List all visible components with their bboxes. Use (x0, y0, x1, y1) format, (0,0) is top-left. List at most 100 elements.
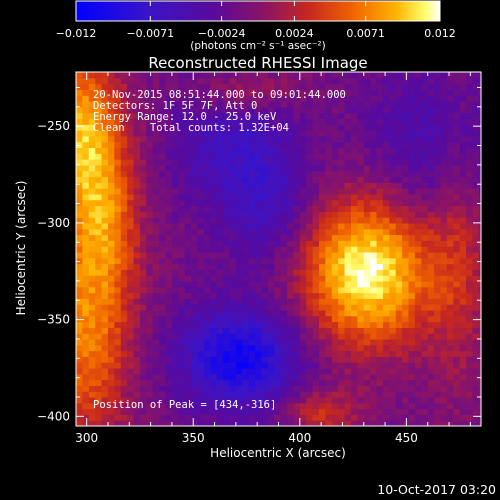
heatmap-cell (478, 344, 481, 352)
heatmap-cell (363, 77, 371, 85)
heatmap-cell (382, 159, 390, 166)
heatmap-cell (146, 141, 154, 149)
heatmap-cell (363, 356, 371, 363)
heatmap-cell (95, 280, 103, 288)
heatmap-cell (267, 153, 275, 160)
heatmap-cell (395, 101, 403, 108)
heatmap-cell (440, 130, 448, 137)
heatmap-cell (421, 240, 429, 247)
heatmap-cell (133, 315, 141, 323)
heatmap-cell (389, 356, 397, 363)
heatmap-cell (466, 176, 474, 183)
heatmap-cell (293, 95, 301, 102)
heatmap-cell (350, 362, 358, 369)
heatmap-cell (357, 275, 365, 282)
axes: 300 350 400 450−250−300−350−400 (37, 72, 481, 445)
heatmap-cell (344, 251, 352, 259)
heatmap-cell (478, 159, 481, 166)
heatmap-cell (152, 304, 160, 311)
heatmap-cell (421, 280, 429, 288)
heatmap-cell (363, 362, 371, 369)
heatmap-cell (76, 385, 83, 392)
heatmap-cell (76, 373, 83, 381)
heatmap-cell (88, 367, 96, 375)
heatmap-cell (210, 269, 218, 276)
heatmap-cell (370, 95, 378, 102)
heatmap-cell (453, 130, 461, 137)
heatmap-cell (95, 164, 103, 172)
heatmap-cell (159, 292, 167, 299)
heatmap-cell (350, 170, 358, 178)
heatmap-cell (152, 280, 160, 288)
heatmap-cell (127, 420, 135, 426)
heatmap-cell (376, 408, 384, 415)
heatmap-cell (344, 130, 352, 137)
heatmap-cell (101, 362, 109, 369)
heatmap-cell (216, 159, 224, 166)
heatmap-cell (88, 350, 96, 357)
heatmap-cell (114, 240, 122, 247)
heatmap-cell (178, 385, 186, 392)
heatmap-cell (299, 118, 307, 125)
heatmap-cell (453, 217, 461, 224)
heatmap-cell (414, 304, 422, 311)
heatmap-cell (331, 263, 339, 270)
heatmap-cell (478, 420, 481, 426)
heatmap-cell (171, 385, 179, 392)
heatmap-cell (293, 367, 301, 375)
heatmap-cell (133, 182, 141, 189)
heatmap-cell (82, 269, 90, 276)
heatmap-cell (101, 304, 109, 311)
heatmap-cell (280, 321, 288, 328)
heatmap-cell (274, 164, 282, 172)
heatmap-cell (107, 304, 115, 311)
heatmap-cell (248, 408, 256, 415)
heatmap-cell (363, 402, 371, 410)
heatmap-cell (370, 373, 378, 381)
heatmap-cell (287, 188, 295, 195)
heatmap-cell (88, 396, 96, 404)
heatmap-cell (171, 414, 179, 421)
heatmap-cell (434, 362, 442, 369)
heatmap-cell (203, 298, 211, 305)
heatmap-cell (82, 106, 90, 114)
heatmap-cell (414, 356, 422, 363)
heatmap-cell (363, 275, 371, 282)
heatmap-cell (478, 391, 481, 398)
heatmap-cell (114, 373, 122, 381)
heatmap-cell (389, 367, 397, 375)
heatmap-cell (453, 135, 461, 143)
heatmap-cell (95, 275, 103, 282)
heatmap-cell (267, 199, 275, 207)
heatmap-cell (88, 263, 96, 270)
heatmap-cell (235, 420, 243, 426)
heatmap-cell (319, 222, 326, 230)
heatmap-cell (325, 333, 333, 340)
heatmap-cell (382, 135, 390, 143)
heatmap-cell (319, 188, 326, 195)
heatmap-cell (146, 159, 154, 166)
heatmap-cell (389, 396, 397, 404)
heatmap-cell (203, 304, 211, 311)
heatmap-cell (203, 228, 211, 236)
heatmap-cell (114, 420, 122, 426)
heatmap-cell (274, 72, 282, 79)
heatmap-cell (76, 275, 83, 282)
heatmap-cell (299, 420, 307, 426)
heatmap-cell (216, 286, 224, 294)
heatmap-cell (306, 367, 314, 375)
heatmap-cell (139, 298, 147, 305)
heatmap-cell (472, 240, 480, 247)
heatmap-cell (472, 286, 480, 294)
heatmap-cell (76, 124, 83, 131)
heatmap-cell (133, 420, 141, 426)
heatmap-cell (440, 211, 448, 218)
heatmap-cell (344, 280, 352, 288)
heatmap-cell (434, 391, 442, 398)
heatmap-cell (114, 159, 122, 166)
heatmap-cell (197, 367, 205, 375)
heatmap-cell (287, 130, 295, 137)
heatmap-cell (408, 309, 416, 317)
heatmap-cell (120, 275, 128, 282)
heatmap-cell (261, 414, 269, 421)
